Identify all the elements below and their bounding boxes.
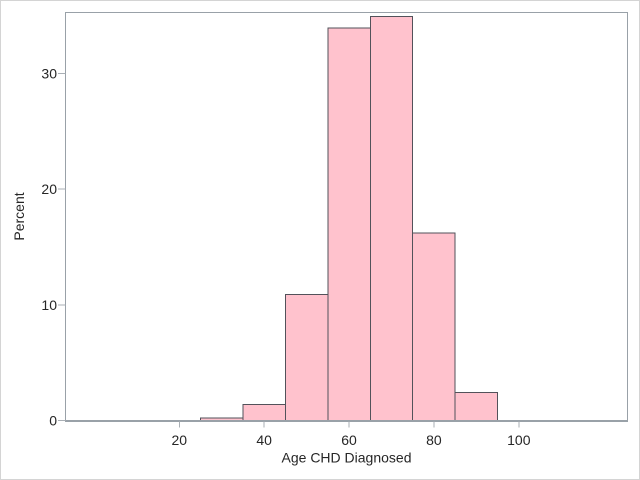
x-axis-tick-label: 80	[426, 432, 442, 448]
x-axis-tick-label: 100	[507, 432, 531, 448]
histogram-bar	[412, 232, 456, 421]
y-axis-tick-label: 10	[41, 297, 57, 313]
x-axis-tick-label: 60	[341, 432, 357, 448]
histogram-bar	[369, 16, 414, 422]
plot-frame	[65, 12, 628, 422]
y-axis-tick-label: 20	[41, 181, 57, 197]
axis-tick-labels: 20 40 60 80 100 0 10 20 30	[41, 65, 530, 448]
histogram-bar	[454, 392, 499, 422]
y-axis-title: Percent	[11, 192, 27, 240]
x-axis-title: Age CHD Diagnosed	[282, 450, 412, 466]
bars-group	[199, 16, 499, 422]
histogram-bar	[327, 27, 371, 422]
y-axis-tick-label: 30	[41, 65, 57, 81]
y-axis-tick-label: 0	[49, 413, 57, 429]
histogram-bar	[242, 403, 286, 422]
x-axis-tick-label: 40	[256, 432, 272, 448]
axis-ticks	[58, 72, 520, 428]
x-axis-tick-label: 20	[171, 432, 187, 448]
plot-border	[65, 12, 628, 421]
histogram-bar	[284, 293, 329, 421]
